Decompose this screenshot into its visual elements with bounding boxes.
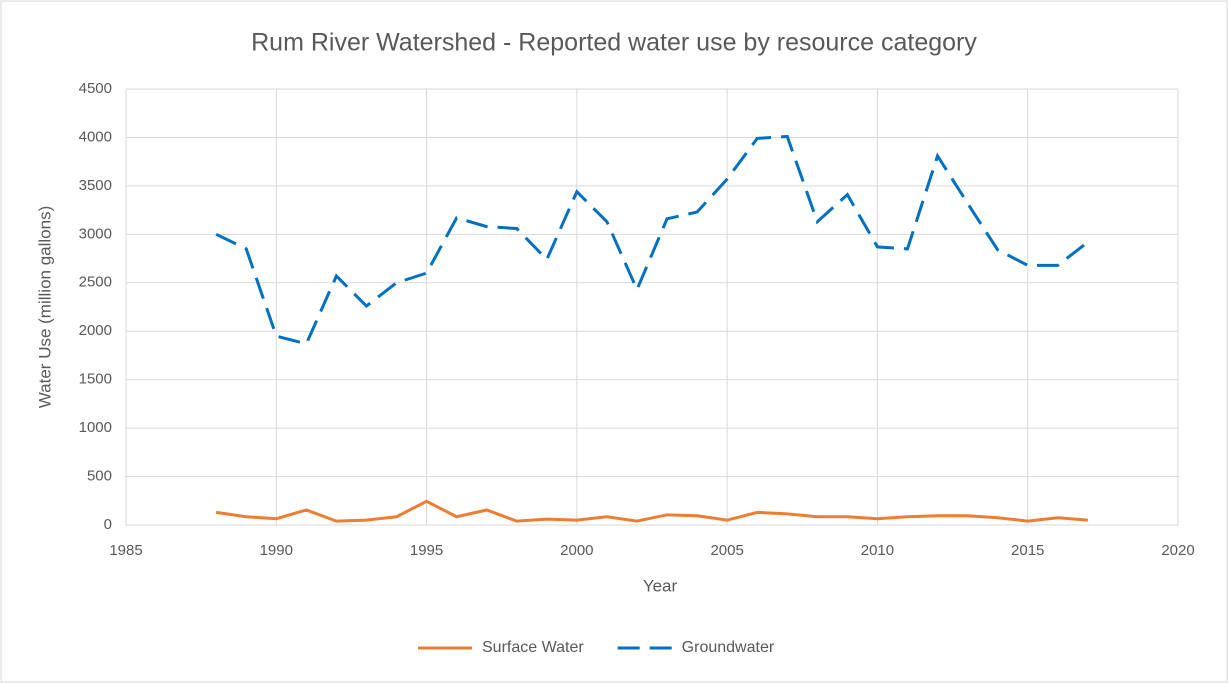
y-axis-title: Water Use (million gallons) [35, 206, 54, 408]
x-tick-label: 2005 [710, 542, 743, 559]
x-axis-title: Year [643, 576, 678, 595]
data-line [215, 134, 1089, 346]
data-line [215, 499, 1088, 523]
x-tick-label: 2015 [1011, 542, 1044, 559]
legend-label: Groundwater [682, 639, 775, 656]
y-tick-label: 3000 [79, 225, 112, 242]
x-tick-label: 2020 [1161, 542, 1194, 559]
y-tick-label: 500 [87, 468, 112, 485]
legend-label: Surface Water [482, 639, 584, 656]
y-tick-label: 2000 [79, 322, 112, 339]
y-tick-label: 1500 [79, 371, 112, 388]
y-tick-label: 3500 [79, 177, 112, 194]
y-tick-label: 2500 [79, 274, 112, 291]
y-tick-label: 4000 [79, 128, 112, 145]
x-tick-label: 1990 [260, 542, 293, 559]
x-tick-label: 1995 [410, 542, 443, 559]
chart-title: Rum River Watershed - Reported water use… [251, 29, 977, 57]
x-tick-label: 1985 [109, 542, 142, 559]
y-tick-label: 0 [104, 516, 112, 533]
y-tick-label: 4500 [79, 80, 112, 97]
x-tick-label: 2000 [560, 542, 593, 559]
x-tick-label: 2010 [861, 542, 894, 559]
y-tick-label: 1000 [79, 419, 112, 436]
